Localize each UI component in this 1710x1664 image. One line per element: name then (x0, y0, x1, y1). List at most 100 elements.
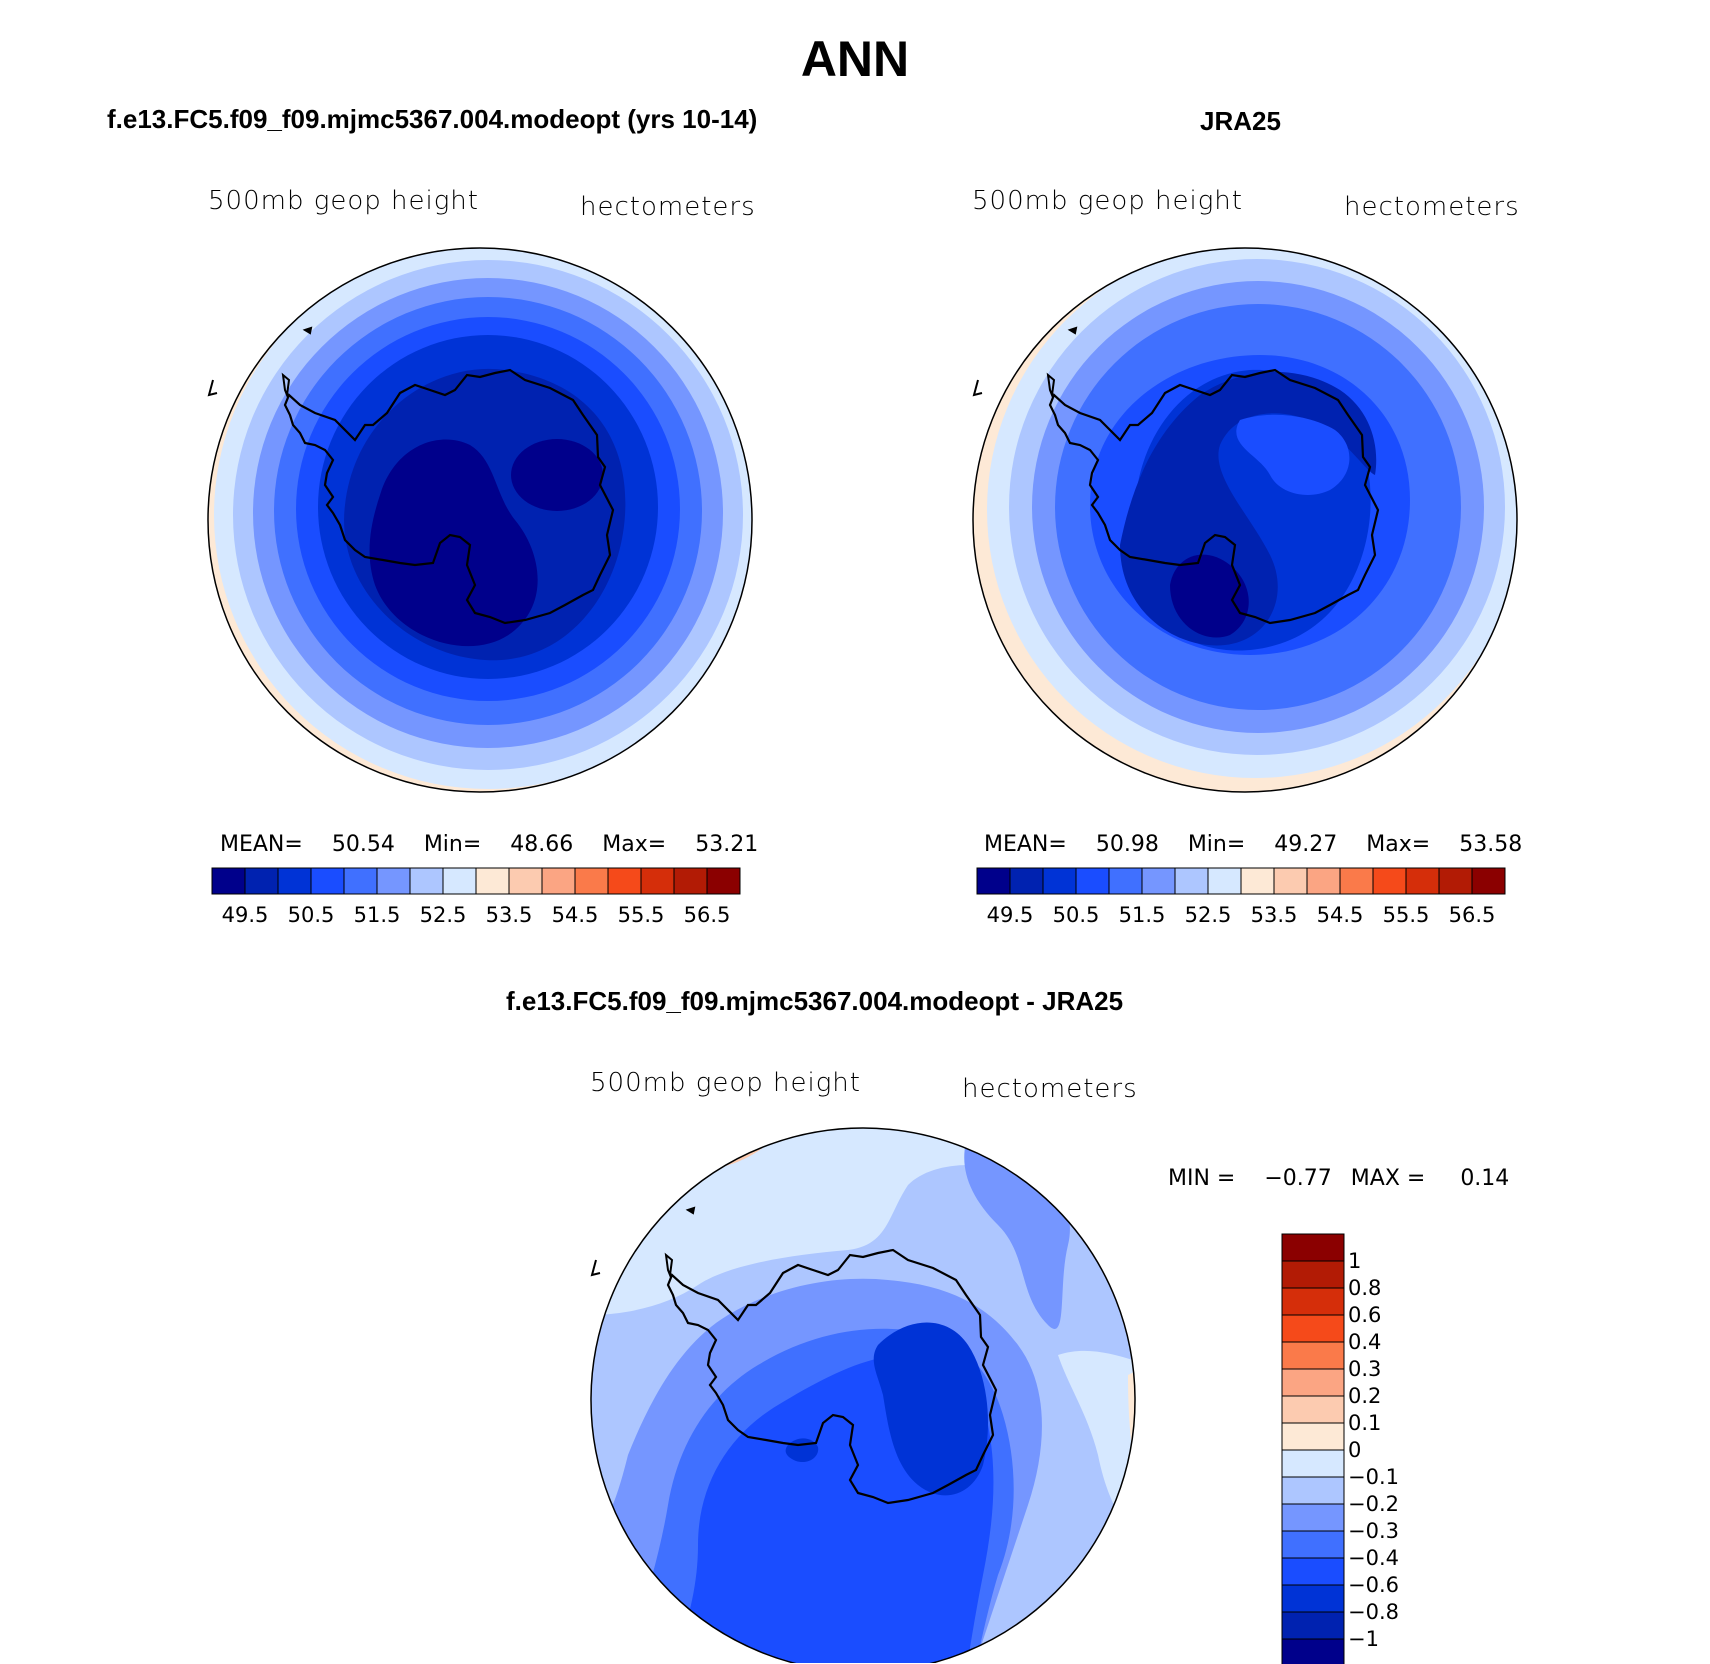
model-stats: MEAN= 50.54 Min= 48.66 Max= 53.21 (220, 832, 758, 857)
diff-case-title: f.e13.FC5.f09_f09.mjmc5367.004.modeopt -… (506, 986, 1124, 1016)
colorbar-tick-label: 55.5 (618, 903, 665, 927)
diff-coastline-south-america (590, 1259, 601, 1277)
colorbar-tick-label: 0.6 (1348, 1303, 1381, 1327)
diff-min-label: MIN = (1168, 1166, 1236, 1191)
colorbar-box (343, 867, 378, 895)
colorbar-tick-label: 56.5 (1449, 903, 1496, 927)
colorbar-tick-label: −0.8 (1348, 1600, 1399, 1624)
obs-colorbar: 49.5 50.5 51.5 52.5 53.5 54.5 55.5 56.5 (976, 867, 1506, 927)
colorbar-box (1108, 867, 1143, 895)
colorbar-tick-label: 0.3 (1348, 1357, 1381, 1381)
obs-polar-map (972, 247, 1518, 793)
colorbar-tick-label: 54.5 (1317, 903, 1364, 927)
model-coastline-island-small (302, 326, 313, 335)
diff-variable-label: 500mb geop height (590, 1068, 861, 1098)
diff-contour-fill-0-east (1128, 1365, 1135, 1505)
model-coastline-antarctica (283, 368, 615, 625)
colorbar-box (211, 867, 246, 895)
obs-coastline-island (1046, 372, 1056, 399)
model-colorbar: 49.5 50.5 51.5 52.5 53.5 54.5 55.5 56.5 (211, 867, 741, 927)
colorbar-tick-label: 51.5 (1119, 903, 1166, 927)
colorbar-box (409, 867, 444, 895)
obs-coastline-island-small (1067, 326, 1078, 335)
colorbar-box (1405, 867, 1440, 895)
colorbar-box (574, 867, 609, 895)
colorbar-box (310, 867, 345, 895)
colorbar-tick-label: 54.5 (552, 903, 599, 927)
diff-coastline-island-small (685, 1206, 696, 1215)
diff-polar-map (590, 1127, 1136, 1663)
model-contour-fill-49.5-a (369, 439, 538, 647)
model-coastline-south-america (207, 379, 218, 397)
colorbar-box (1372, 867, 1407, 895)
colorbar-tick-label: 0.8 (1348, 1276, 1381, 1300)
colorbar-box (508, 867, 543, 895)
colorbar-box (1438, 867, 1473, 895)
model-max-value: 53.21 (695, 832, 759, 857)
colorbar-box (1281, 1233, 1345, 1262)
obs-min-value: 49.27 (1274, 832, 1338, 857)
colorbar-tick-label: 56.5 (684, 903, 731, 927)
obs-stats: MEAN= 50.98 Min= 49.27 Max= 53.58 (984, 832, 1522, 857)
colorbar-box (1141, 867, 1176, 895)
model-variable-label: 500mb geop height (208, 186, 479, 216)
diff-contour-fill-minus0.1-a (591, 1128, 1135, 1315)
obs-units-label: hectometers (1344, 192, 1520, 222)
colorbar-box (1281, 1368, 1345, 1397)
colorbar-box (1273, 867, 1308, 895)
colorbar-box (1281, 1260, 1345, 1289)
model-min-label: Min= (423, 832, 482, 857)
colorbar-tick-label: 52.5 (420, 903, 467, 927)
colorbar-box (1281, 1476, 1345, 1505)
obs-max-label: Max= (1366, 832, 1431, 857)
colorbar-box (1281, 1395, 1345, 1424)
obs-contour-fill-51-inner (1236, 414, 1350, 495)
colorbar-box (1281, 1584, 1345, 1613)
colorbar-box (1281, 1503, 1345, 1532)
model-coastline-island (281, 372, 291, 399)
colorbar-box (244, 867, 279, 895)
colorbar-box (640, 867, 675, 895)
model-map-boundary (207, 247, 753, 793)
diff-map-boundary (590, 1127, 1136, 1663)
diff-contour-fill-minus0.8-a (873, 1322, 988, 1496)
diff-max-value: 0.14 (1460, 1166, 1510, 1191)
colorbar-box (1174, 867, 1209, 895)
model-max-label: Max= (602, 832, 667, 857)
colorbar-tick-label: 1 (1348, 1249, 1361, 1273)
colorbar-box (1009, 867, 1044, 895)
obs-mean-label: MEAN= (984, 832, 1067, 857)
colorbar-tick-label: −0.1 (1348, 1465, 1399, 1489)
diff-coastline-antarctica (666, 1248, 998, 1505)
colorbar-box (1306, 867, 1341, 895)
model-polar-map (207, 247, 753, 793)
diff-colorbar: 1 0.8 0.6 0.4 0.3 0.2 0.1 0 −0.1 −0.2 −0.3 −0.4 −0.6… (1281, 1233, 1399, 1664)
obs-variable-label: 500mb geop height (972, 186, 1243, 216)
colorbar-box (1075, 867, 1110, 895)
obs-max-value: 53.58 (1459, 832, 1523, 857)
colorbar-tick-label: 55.5 (1383, 903, 1430, 927)
model-mean-label: MEAN= (220, 832, 303, 857)
model-units-label: hectometers (580, 192, 756, 222)
diff-max-label: MAX = (1350, 1166, 1426, 1191)
colorbar-box (1281, 1341, 1345, 1370)
diff-coastline-island (664, 1252, 674, 1279)
colorbar-box (976, 867, 1011, 895)
obs-coastline-antarctica (1048, 368, 1380, 625)
colorbar-tick-label: 52.5 (1185, 903, 1232, 927)
obs-coastline-south-america (972, 379, 983, 397)
colorbar-tick-label: 0 (1348, 1438, 1361, 1462)
colorbar-box (475, 867, 510, 895)
colorbar-box (673, 867, 708, 895)
diff-units-label: hectometers (962, 1074, 1138, 1104)
colorbar-tick-label: −0.2 (1348, 1492, 1399, 1516)
colorbar-tick-label: 49.5 (987, 903, 1034, 927)
colorbar-box (1281, 1449, 1345, 1478)
colorbar-box (1339, 867, 1374, 895)
colorbar-tick-label: 50.5 (1053, 903, 1100, 927)
colorbar-tick-label: 53.5 (486, 903, 533, 927)
colorbar-box (1240, 867, 1275, 895)
diff-stats: MIN = −0.77 MAX = 0.14 (1168, 1166, 1509, 1191)
colorbar-box (1281, 1530, 1345, 1559)
colorbar-box (607, 867, 642, 895)
